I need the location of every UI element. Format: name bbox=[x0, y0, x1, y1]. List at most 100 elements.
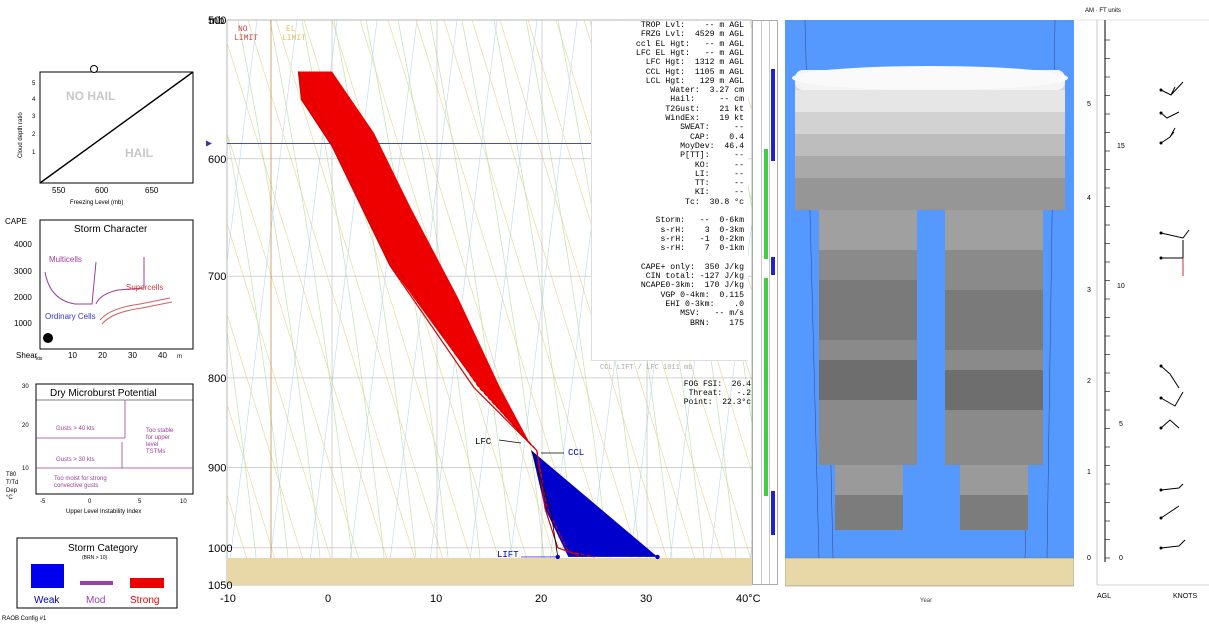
storm-xtick-40: 40 bbox=[158, 351, 167, 360]
hail-ylabel: Cloud depth ratio bbox=[18, 112, 24, 158]
hail-chart-panel: NO HAIL HAIL 550 600 650 Freezing Level … bbox=[0, 60, 205, 210]
wind-header: AM · FT units bbox=[1085, 8, 1121, 14]
wind-barb-dots bbox=[1159, 88, 1163, 550]
agl-tick-1: 1 bbox=[1087, 469, 1091, 476]
multicells-label: Multicells bbox=[49, 255, 82, 264]
mod-label: Mod bbox=[86, 595, 105, 606]
agl-tick-2: 2 bbox=[1087, 378, 1091, 385]
anvil-top bbox=[792, 66, 1068, 210]
fog-threat: Threat: -.2 bbox=[688, 389, 751, 398]
pressure-tick-500: 500 bbox=[208, 15, 226, 27]
stats-block: TROP Lvl: -- m AGL FRZG Lvl: 4529 m AGL cc… bbox=[591, 21, 748, 361]
agl-tick-4: 4 bbox=[1087, 195, 1091, 202]
weak-label: Weak bbox=[34, 595, 60, 606]
hail-xtick-550: 550 bbox=[52, 186, 66, 195]
storm-character-title: Storm Character bbox=[74, 224, 148, 235]
blue-segment-2 bbox=[771, 257, 775, 275]
cape-area bbox=[298, 71, 532, 447]
moist-adiabat bbox=[461, 20, 548, 585]
hail-point bbox=[90, 65, 98, 73]
wind-barb-7 bbox=[1160, 365, 1180, 389]
multicell-boundary bbox=[44, 261, 97, 305]
stat-line-32: BRN: 175 bbox=[689, 318, 744, 328]
profile-line-1 bbox=[297, 71, 580, 556]
storm-category-subtitle: (BRN > 10) bbox=[82, 555, 107, 561]
stat-line-2: ccl EL Hgt: -- m AGL bbox=[635, 39, 744, 49]
micro-xlabel: Upper Level Instability Index bbox=[66, 509, 141, 515]
no-limit-label-1: NO bbox=[238, 25, 248, 34]
config-label: RAOB Config #1 bbox=[2, 616, 47, 622]
temp-tick-0: -10 bbox=[220, 593, 236, 605]
ccl-lift-note: CCL LIFT / LFC 1011 mb bbox=[600, 364, 693, 372]
pressure-tick-900: 900 bbox=[208, 463, 226, 475]
stat-line-15: KO: -- bbox=[694, 160, 744, 170]
storm-category-title: Storm Category bbox=[68, 543, 138, 554]
stat-line-5: CCL Hgt: 1105 m AGL bbox=[645, 67, 744, 77]
storm-xtick-20: 20 bbox=[98, 351, 107, 360]
wind-barb-4 bbox=[1160, 229, 1190, 239]
storm-category-panel: Storm Category (BRN > 10) Weak Mod Stron… bbox=[0, 534, 205, 625]
ft-tick-5: 5 bbox=[1119, 421, 1123, 428]
stat-line-24: s-rH: 7 0-1km bbox=[660, 244, 744, 254]
stat-line-3: LFC EL Hgt: -- m AGL bbox=[635, 48, 744, 58]
stat-line-14: P[TT]: -- bbox=[680, 151, 744, 161]
stat-line-11: SWEAT: -- bbox=[680, 123, 744, 133]
gusts40-label: Gusts > 40 kts bbox=[56, 426, 95, 432]
wind-barb-9 bbox=[1160, 419, 1180, 429]
wind-barb-10 bbox=[1160, 483, 1184, 491]
temp-tick-3: 20 bbox=[535, 593, 547, 605]
fog-point: Point: 22.3°c bbox=[683, 398, 751, 407]
too-stable-label: Too stable for upper level TSTMs bbox=[146, 428, 174, 455]
lfc-pointer bbox=[498, 439, 522, 444]
dry-adiabat bbox=[247, 20, 424, 585]
moist-adiabat bbox=[227, 131, 292, 585]
cloud-layer-strip bbox=[752, 20, 778, 585]
mixing-ratio-line bbox=[306, 20, 378, 585]
moist-adiabat bbox=[525, 20, 612, 585]
pressure-tick-1050: 1050 bbox=[208, 580, 232, 592]
stat-line-6: LCL Hgt: 129 m AGL bbox=[645, 76, 744, 86]
cloud-panel: Year bbox=[784, 19, 1075, 610]
storm-category-svg: Storm Category (BRN > 10) Weak Mod Stron… bbox=[2, 537, 178, 622]
pressure-tick-600: 600 bbox=[208, 154, 226, 166]
stat-line-28: NCAPE0-3km: 170 J/kg bbox=[640, 281, 744, 291]
dry-adiabat bbox=[387, 20, 564, 585]
micro-xtick-m5: -5 bbox=[40, 499, 46, 505]
multicell-boundary-2 bbox=[95, 257, 145, 305]
stat-line-4: LFC Hgt: 1312 m AGL bbox=[645, 58, 744, 68]
microburst-title: Dry Microburst Potential bbox=[50, 388, 157, 399]
stat-line-8: Hail: -- cm bbox=[670, 95, 744, 105]
micro-ytick-30: 30 bbox=[22, 384, 29, 390]
mixing-ratio-line bbox=[227, 20, 258, 265]
strip-divider-1 bbox=[761, 21, 762, 584]
temp-tick-5: 40°C bbox=[736, 593, 761, 605]
dry-adiabat bbox=[443, 20, 620, 585]
stat-line-21: Storm: -- 0-6km bbox=[655, 216, 744, 226]
dry-adiabat bbox=[275, 20, 452, 585]
skewt-axes: 500 600 700 800 900 1000 1050-10 0 10 20 30 40°C bbox=[206, 15, 761, 605]
hail-ytick-4: 4 bbox=[32, 97, 36, 103]
wind-barb-11 bbox=[1160, 505, 1180, 519]
supercell-boundary bbox=[99, 297, 171, 321]
pressure-tick-1000: 1000 bbox=[208, 543, 232, 555]
skewt-data-layer bbox=[297, 71, 660, 560]
supercells-label: Supercells bbox=[126, 283, 163, 292]
stat-line-31: MSV: -- m/s bbox=[680, 309, 744, 319]
stat-line-17: TT: -- bbox=[694, 179, 744, 189]
micro-ylabel-ttd: T/Td bbox=[6, 480, 18, 486]
micro-xtick-5: 5 bbox=[138, 499, 142, 505]
sfc-point bbox=[655, 554, 660, 560]
stat-line-23: s-rH: -1 0-2km bbox=[660, 234, 744, 244]
storm-character-frame bbox=[39, 219, 194, 350]
storm-character-panel: Storm Character CAPE 4000 3000 2000 1000… bbox=[0, 212, 205, 364]
storm-xtick-10: 10 bbox=[68, 351, 77, 360]
weak-swatch bbox=[31, 564, 64, 588]
wind-barb-8 bbox=[1160, 391, 1184, 407]
stat-line-9: T2Gust: 21 kt bbox=[665, 104, 744, 114]
green-segment-1 bbox=[764, 149, 768, 259]
temp-tick-4: 30 bbox=[640, 593, 652, 605]
storm-xunit: m bbox=[177, 354, 182, 360]
ccl-label: CCL bbox=[568, 448, 584, 458]
moist-adiabat bbox=[237, 20, 324, 585]
el-limit-label-1: EL bbox=[286, 25, 296, 34]
